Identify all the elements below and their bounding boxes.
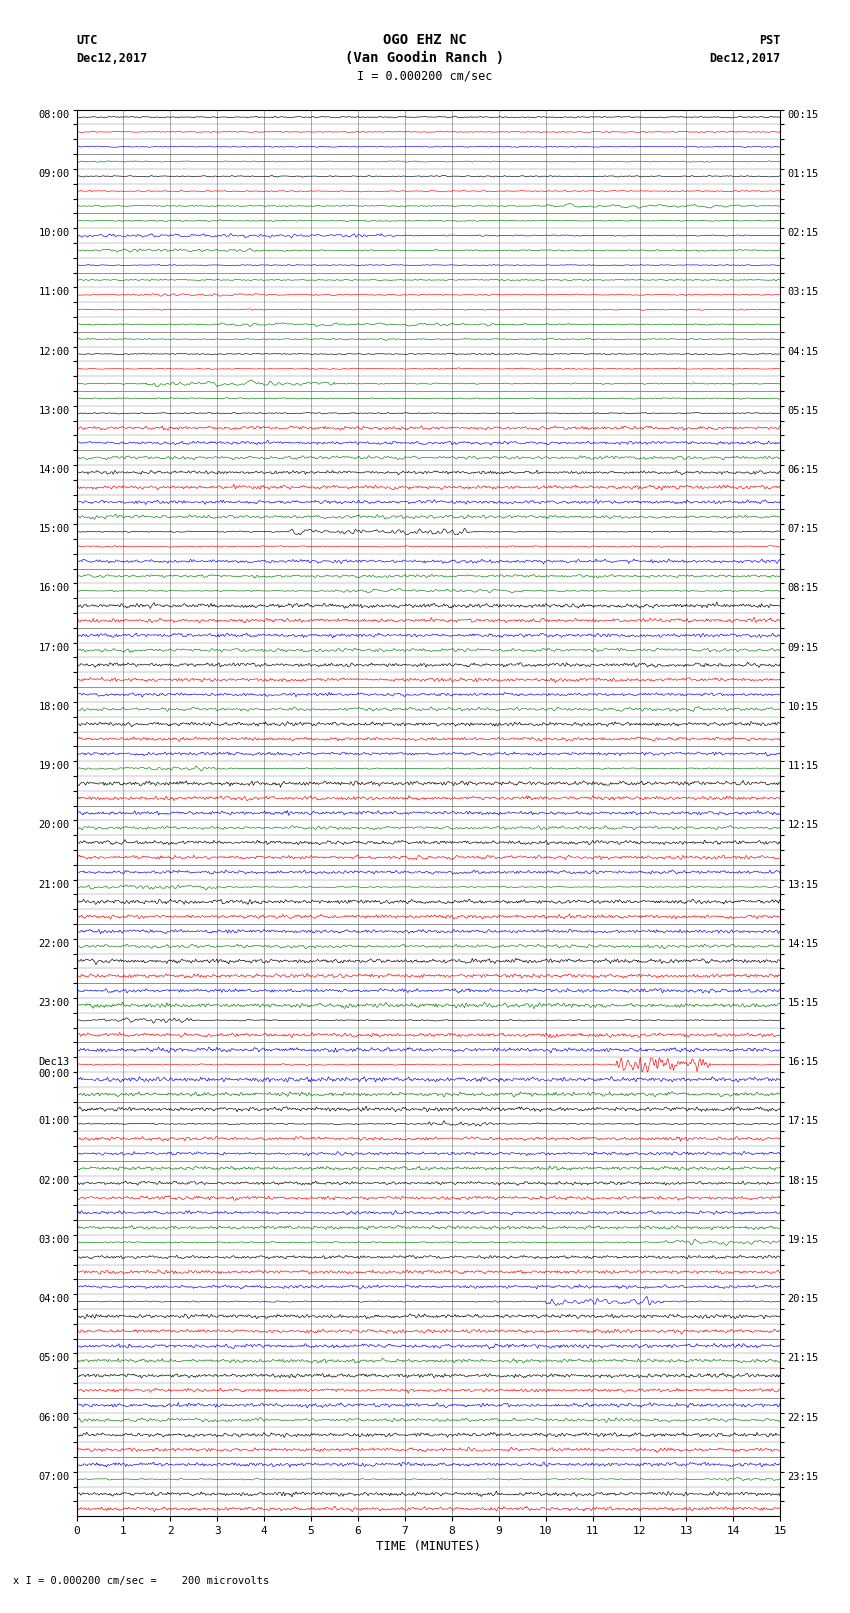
- X-axis label: TIME (MINUTES): TIME (MINUTES): [376, 1540, 481, 1553]
- Text: OGO EHZ NC: OGO EHZ NC: [383, 34, 467, 47]
- Text: (Van Goodin Ranch ): (Van Goodin Ranch ): [345, 52, 505, 65]
- Text: Dec12,2017: Dec12,2017: [709, 52, 780, 65]
- Text: Dec12,2017: Dec12,2017: [76, 52, 148, 65]
- Text: x I = 0.000200 cm/sec =    200 microvolts: x I = 0.000200 cm/sec = 200 microvolts: [13, 1576, 269, 1586]
- Text: I = 0.000200 cm/sec: I = 0.000200 cm/sec: [357, 69, 493, 82]
- Text: PST: PST: [759, 34, 780, 47]
- Text: UTC: UTC: [76, 34, 98, 47]
